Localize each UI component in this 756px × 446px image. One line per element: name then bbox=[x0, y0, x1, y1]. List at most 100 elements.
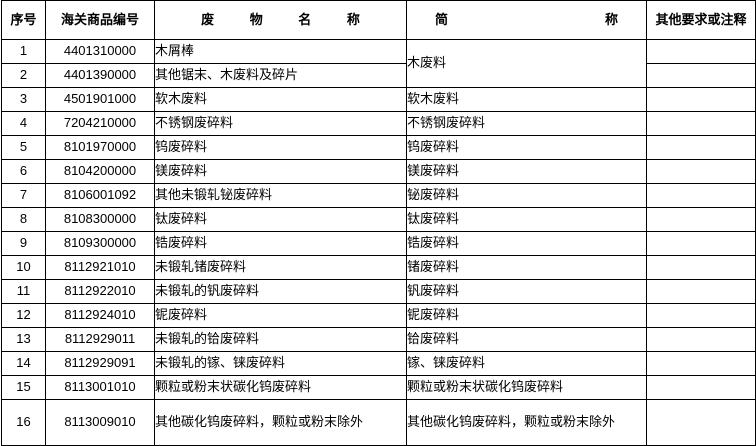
cell-name: 其他碳化钨废碎料，颗粒或粉末除外 bbox=[154, 399, 407, 446]
cell-name: 锆废碎料 bbox=[154, 231, 407, 256]
cell-seq: 4 bbox=[1, 111, 46, 136]
cell-code: 8112929011 bbox=[45, 327, 155, 352]
column-header-waste-name: 废 物 名 称 bbox=[154, 0, 407, 40]
table-row: 6 8104200000 镁废碎料 镁废碎料 bbox=[1, 159, 756, 184]
column-header-sequence: 序号 bbox=[1, 0, 46, 40]
column-header-remarks: 其他要求或注释 bbox=[646, 0, 756, 40]
cell-seq: 7 bbox=[1, 183, 46, 208]
cell-remark bbox=[646, 63, 756, 88]
cell-code: 8112924010 bbox=[45, 303, 155, 328]
cell-code: 4401390000 bbox=[45, 63, 155, 88]
cell-short: 锆废碎料 bbox=[406, 231, 647, 256]
cell-short: 其他碳化钨废碎料，颗粒或粉末除外 bbox=[406, 399, 647, 446]
cell-short: 钒废碎料 bbox=[406, 279, 647, 304]
table-row: 5 8101970000 钨废碎料 钨废碎料 bbox=[1, 135, 756, 160]
cell-code: 8112922010 bbox=[45, 279, 155, 304]
cell-seq: 13 bbox=[1, 327, 46, 352]
cell-short: 钨废碎料 bbox=[406, 135, 647, 160]
table-row: 2 4401390000 其他锯末、木废料及碎片 bbox=[1, 63, 756, 88]
table-header: 序号 海关商品编号 废 物 名 称 简 称 其他要求或注释 bbox=[1, 0, 756, 40]
cell-seq: 6 bbox=[1, 159, 46, 184]
cell-name: 铌废碎料 bbox=[154, 303, 407, 328]
cell-code: 8112921010 bbox=[45, 255, 155, 280]
cell-code: 8106001092 bbox=[45, 183, 155, 208]
cell-name: 颗粒或粉末状碳化钨废碎料 bbox=[154, 375, 407, 400]
cell-code: 8101970000 bbox=[45, 135, 155, 160]
cell-name: 不锈钢废碎料 bbox=[154, 111, 407, 136]
cell-seq: 2 bbox=[1, 63, 46, 88]
cell-remark bbox=[646, 327, 756, 352]
table-row: 12 8112924010 铌废碎料 铌废碎料 bbox=[1, 303, 756, 328]
cell-name: 镁废碎料 bbox=[154, 159, 407, 184]
cell-seq: 3 bbox=[1, 87, 46, 112]
cell-name: 钨废碎料 bbox=[154, 135, 407, 160]
cell-name: 未锻轧锗废碎料 bbox=[154, 255, 407, 280]
cell-name: 软木废料 bbox=[154, 87, 407, 112]
table-row: 1 4401310000 木屑棒 木废料 bbox=[1, 39, 756, 88]
cell-code: 8112929091 bbox=[45, 351, 155, 376]
cell-seq: 9 bbox=[1, 231, 46, 256]
cell-remark bbox=[646, 351, 756, 376]
table-row: 11 8112922010 未锻轧的钒废碎料 钒废碎料 bbox=[1, 279, 756, 304]
cell-seq: 14 bbox=[1, 351, 46, 376]
cell-remark bbox=[646, 39, 756, 64]
cell-name: 未锻轧的镓、铼废碎料 bbox=[154, 351, 407, 376]
cell-seq: 5 bbox=[1, 135, 46, 160]
cell-name: 其他锯末、木废料及碎片 bbox=[154, 63, 407, 88]
table-row: 10 8112921010 未锻轧锗废碎料 锗废碎料 bbox=[1, 255, 756, 280]
cell-remark bbox=[646, 183, 756, 208]
cell-short: 镓、铼废碎料 bbox=[406, 351, 647, 376]
cell-seq: 10 bbox=[1, 255, 46, 280]
cell-remark bbox=[646, 255, 756, 280]
table-row: 8 8108300000 钛废碎料 钛废碎料 bbox=[1, 207, 756, 232]
cell-remark bbox=[646, 303, 756, 328]
cell-code: 8109300000 bbox=[45, 231, 155, 256]
cell-seq: 16 bbox=[1, 399, 46, 446]
table-row: 9 8109300000 锆废碎料 锆废碎料 bbox=[1, 231, 756, 256]
cell-short: 颗粒或粉末状碳化钨废碎料 bbox=[406, 375, 647, 400]
cell-short: 不锈钢废碎料 bbox=[406, 111, 647, 136]
table-row: 7 8106001092 其他未锻轧铋废碎料 铋废碎料 bbox=[1, 183, 756, 208]
column-header-customs-code: 海关商品编号 bbox=[45, 0, 155, 40]
cell-code: 8108300000 bbox=[45, 207, 155, 232]
cell-remark bbox=[646, 399, 756, 446]
cell-name: 未锻轧的钒废碎料 bbox=[154, 279, 407, 304]
cell-code: 4501901000 bbox=[45, 87, 155, 112]
cell-name: 其他未锻轧铋废碎料 bbox=[154, 183, 407, 208]
cell-code: 7204210000 bbox=[45, 111, 155, 136]
cell-remark bbox=[646, 159, 756, 184]
table-row: 14 8112929091 未锻轧的镓、铼废碎料 镓、铼废碎料 bbox=[1, 351, 756, 376]
cell-short: 软木废料 bbox=[406, 87, 647, 112]
cell-code: 4401310000 bbox=[45, 39, 155, 64]
cell-name: 木屑棒 bbox=[154, 39, 407, 64]
column-header-short-name: 简 称 bbox=[406, 0, 647, 40]
cell-short: 铪废碎料 bbox=[406, 327, 647, 352]
cell-code: 8104200000 bbox=[45, 159, 155, 184]
cell-short: 镁废碎料 bbox=[406, 159, 647, 184]
cell-code: 8113009010 bbox=[45, 399, 155, 446]
cell-code: 8113001010 bbox=[45, 375, 155, 400]
cell-short: 钛废碎料 bbox=[406, 207, 647, 232]
table-row: 16 8113009010 其他碳化钨废碎料，颗粒或粉末除外 其他碳化钨废碎料，颗粒或… bbox=[1, 399, 756, 446]
cell-seq: 11 bbox=[1, 279, 46, 304]
cell-short: 铌废碎料 bbox=[406, 303, 647, 328]
cell-remark bbox=[646, 111, 756, 136]
cell-remark bbox=[646, 207, 756, 232]
cell-remark bbox=[646, 279, 756, 304]
table-row: 15 8113001010 颗粒或粉末状碳化钨废碎料 颗粒或粉末状碳化钨废碎料 bbox=[1, 375, 756, 400]
cell-seq: 15 bbox=[1, 375, 46, 400]
cell-remark bbox=[646, 135, 756, 160]
column-header-short-name-right: 称 bbox=[604, 11, 618, 27]
cell-short: 铋废碎料 bbox=[406, 183, 647, 208]
table-body: 1 4401310000 木屑棒 木废料 2 4401390000 其他锯末、木废料及碎片 3… bbox=[1, 39, 756, 446]
table-header-row: 序号 海关商品编号 废 物 名 称 简 称 其他要求或注释 bbox=[1, 0, 756, 40]
column-header-short-name-left: 简 bbox=[435, 11, 449, 27]
cell-seq: 8 bbox=[1, 207, 46, 232]
table-row: 13 8112929011 未锻轧的铪废碎料 铪废碎料 bbox=[1, 327, 756, 352]
cell-seq: 12 bbox=[1, 303, 46, 328]
cell-remark bbox=[646, 87, 756, 112]
table-row: 3 4501901000 软木废料 软木废料 bbox=[1, 87, 756, 112]
cell-name: 未锻轧的铪废碎料 bbox=[154, 327, 407, 352]
